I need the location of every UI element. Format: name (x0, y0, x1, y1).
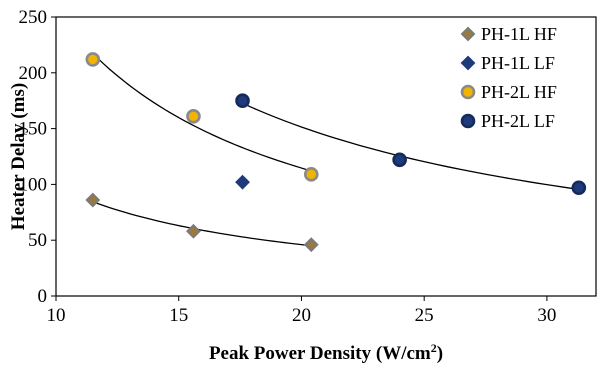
legend-label: PH-2L LF (481, 111, 555, 131)
data-point (571, 180, 587, 196)
x-tick-label: 15 (169, 305, 188, 326)
data-point (186, 109, 201, 124)
y-tick-label: 250 (19, 7, 48, 28)
legend-label: PH-1L LF (481, 53, 555, 73)
y-axis-title: Heater Delay (ms) (8, 83, 29, 230)
plot-frame (55, 16, 597, 297)
x-axis-title: Peak Power Density (W/cm2) (209, 341, 443, 364)
legend-label: PH-1L HF (481, 24, 557, 44)
x-tick-label: 20 (292, 305, 311, 326)
y-tick-label: 200 (19, 63, 48, 84)
legend-label: PH-2L HF (481, 82, 557, 102)
x-axis-title-superscript: 2 (431, 341, 437, 355)
x-tick-label: 25 (415, 305, 434, 326)
y-tick-label: 50 (28, 230, 47, 251)
data-point (186, 223, 201, 239)
trendline (92, 201, 312, 247)
legend-marker (460, 55, 476, 71)
y-tick-label: 0 (38, 286, 48, 307)
trendlines (92, 53, 579, 247)
legend-marker (460, 26, 476, 42)
x-tick-label: 30 (537, 305, 556, 326)
y-tick-label: 150 (19, 119, 48, 140)
data-point (303, 237, 319, 253)
trendline (92, 53, 312, 172)
data-point (85, 192, 101, 208)
y-tick-label: 100 (19, 174, 48, 195)
x-axis-title-main: Peak Power Density (W/cm (209, 343, 431, 364)
trendline (242, 102, 579, 191)
data-point (235, 93, 250, 108)
data-markers (85, 52, 587, 253)
x-axis-title-suffix: ) (437, 343, 443, 364)
data-point (235, 174, 250, 190)
data-point (392, 152, 407, 168)
legend: PH-1L HF PH-1L LF PH-2L HF PH-2L LF (460, 24, 557, 131)
plot-area (55, 16, 597, 297)
y-axis-ticks: 0 50 100 150 200 250 (19, 7, 56, 307)
legend-marker (460, 113, 476, 129)
x-axis-ticks: 10 15 20 25 30 (47, 296, 556, 326)
data-point (303, 167, 319, 182)
legend-marker (460, 84, 476, 100)
data-point (85, 52, 101, 67)
x-tick-label: 10 (47, 305, 66, 326)
